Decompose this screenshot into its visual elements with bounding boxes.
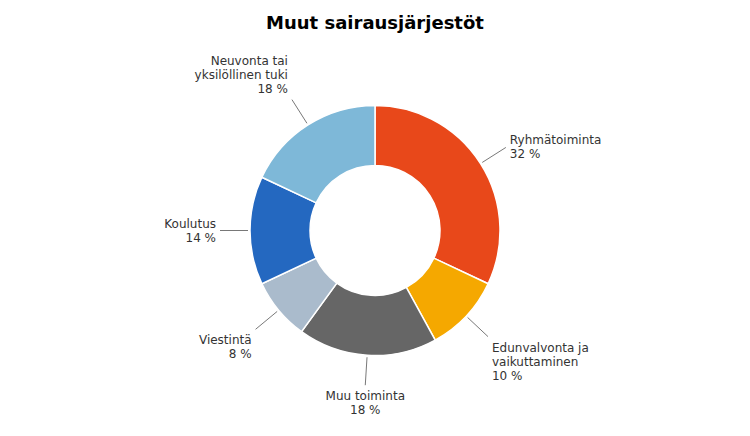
svg-text:Viestintä8 %: Viestintä8 % xyxy=(199,333,252,361)
svg-text:Edunvalvonta javaikuttaminen10: Edunvalvonta javaikuttaminen10 % xyxy=(492,341,589,383)
html-text:Muut sairausjärjestöt: Muut sairausjärjestöt xyxy=(266,12,484,33)
svg-text:Koulutus14 %: Koulutus14 % xyxy=(164,217,216,245)
svg-text:Neuvonta taiyksilöllinen tuki1: Neuvonta taiyksilöllinen tuki18 % xyxy=(195,54,288,96)
svg-text:Muu toiminta18 %: Muu toiminta18 % xyxy=(326,389,405,417)
svg-text:Ryhmätoiminta32 %: Ryhmätoiminta32 % xyxy=(510,133,602,161)
